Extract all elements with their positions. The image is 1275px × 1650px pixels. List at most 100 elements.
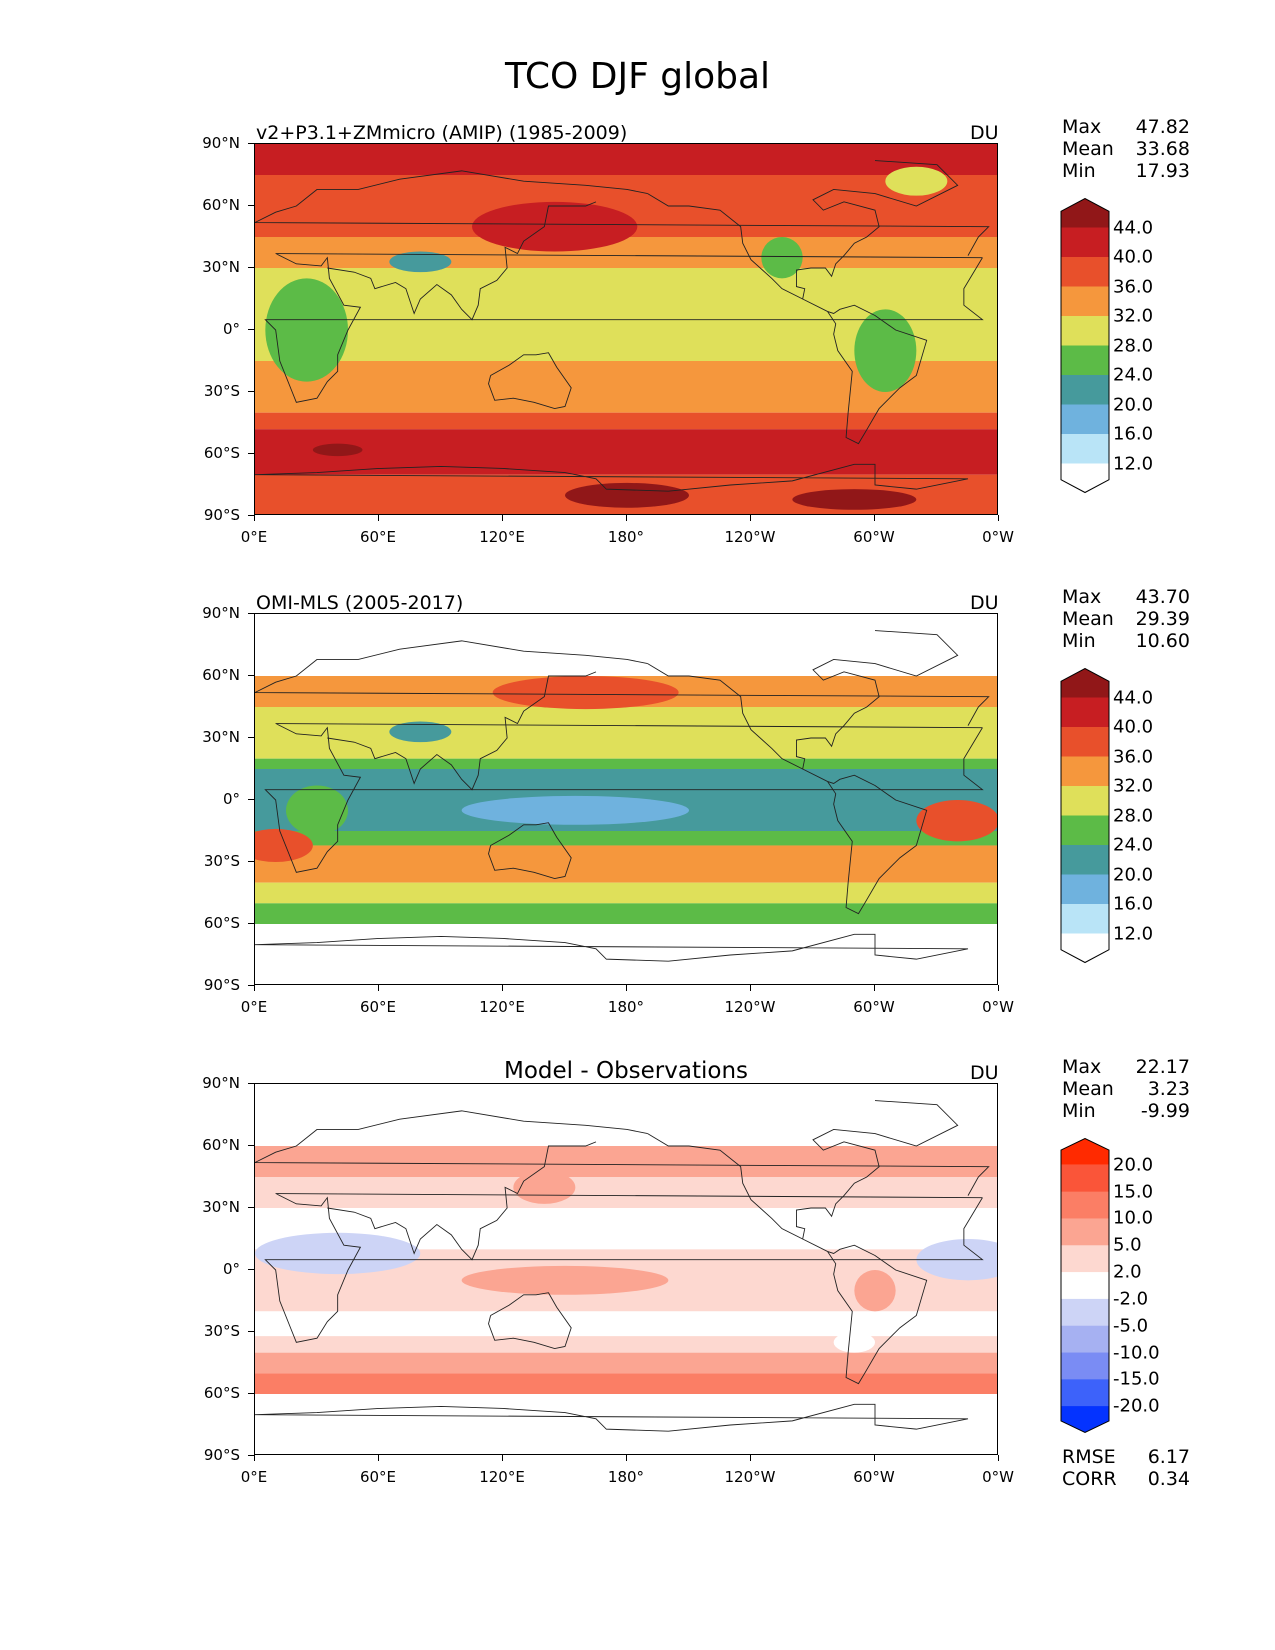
panel-title-left: OMI-MLS (2005-2017) (256, 592, 464, 614)
stat-value: 29.39 (1135, 608, 1190, 630)
coastline (327, 1141, 597, 1261)
y-tick-label: 0° (222, 320, 240, 338)
colorbar-segment (1061, 1379, 1109, 1407)
y-tick-label: 60°N (202, 196, 240, 214)
x-tick-mark (998, 1455, 999, 1461)
coastline (647, 663, 928, 915)
y-tick-mark (248, 391, 254, 392)
colorbar-segment (1061, 815, 1109, 846)
x-tick-label: 120°E (479, 1468, 525, 1486)
colorbar-tick-label: 28.0 (1113, 335, 1154, 356)
colorbar-segment (1061, 1298, 1109, 1327)
map-plot (254, 143, 998, 515)
x-tick-mark (874, 515, 875, 521)
coastline (255, 463, 969, 492)
field-anomaly (312, 443, 363, 457)
x-tick-mark (874, 985, 875, 991)
colorbar-segment (1061, 404, 1109, 435)
field-anomaly (854, 309, 917, 392)
x-tick-label: 180° (607, 528, 645, 546)
field-anomaly (255, 828, 313, 862)
colorbar-tick-label: 40.0 (1113, 246, 1154, 268)
coastline (255, 1403, 969, 1432)
y-tick-label: 30°S (203, 1322, 240, 1340)
coastline (327, 201, 597, 321)
field-band (255, 903, 997, 924)
y-tick-label: 0° (222, 790, 240, 808)
field-band (255, 1177, 997, 1208)
x-tick-label: 0°W (982, 998, 1014, 1016)
y-tick-mark (248, 329, 254, 330)
colorbar-tick-label: 28.0 (1113, 805, 1154, 826)
field-anomaly (461, 795, 689, 825)
map-plot (254, 1083, 998, 1455)
coastline (488, 352, 572, 409)
x-tick-label: 0°E (240, 1468, 268, 1486)
colorbar-tick-label: 20.0 (1113, 864, 1154, 885)
colorbar-segment (1061, 227, 1109, 258)
colorbar-svg (1060, 198, 1110, 494)
colorbar-tick-label: 32.0 (1113, 775, 1154, 797)
y-tick-mark (248, 1331, 254, 1332)
y-tick-mark (248, 1083, 254, 1084)
colorbar-outline (1060, 198, 1110, 494)
field-anomaly (792, 489, 917, 510)
field-band (255, 707, 997, 759)
field-band (255, 1373, 997, 1394)
colorbar-segment (1061, 1325, 1109, 1354)
x-tick-label: 60°W (853, 528, 895, 546)
y-tick-label: 90°S (203, 1446, 240, 1464)
colorbar-tick-label: -15.0 (1113, 1368, 1160, 1390)
x-tick-mark (502, 985, 503, 991)
coastline (255, 1110, 990, 1196)
x-tick-label: 60°E (359, 1468, 397, 1486)
x-tick-label: 0°W (982, 528, 1014, 546)
y-tick-mark (248, 737, 254, 738)
x-tick-mark (378, 515, 379, 521)
x-tick-label: 120°W (724, 998, 776, 1016)
y-tick-mark (248, 1393, 254, 1394)
field-band (255, 144, 997, 175)
field-band (255, 882, 997, 904)
y-tick-mark (248, 799, 254, 800)
field-band (255, 412, 997, 430)
map-plot (254, 613, 998, 985)
colorbar-tick-label: 24.0 (1113, 834, 1154, 856)
stat-value: 3.23 (1147, 1078, 1190, 1100)
colorbar-tick-label: 12.0 (1113, 453, 1154, 474)
coastline (255, 933, 969, 962)
x-tick-mark (626, 515, 627, 521)
colorbar-segment (1061, 286, 1109, 317)
field-anomaly (885, 166, 948, 196)
coastline (796, 630, 959, 770)
stat-value: 33.68 (1135, 138, 1190, 160)
colorbar-segment (1061, 933, 1109, 963)
colorbar-tick-label: -20.0 (1113, 1395, 1160, 1417)
colorbar-tick-label: 20.0 (1113, 1154, 1154, 1176)
colorbar-segment (1061, 1272, 1109, 1300)
y-tick-mark (248, 1455, 254, 1456)
y-tick-mark (248, 675, 254, 676)
x-tick-mark (750, 515, 751, 521)
x-tick-label: 60°W (853, 1468, 895, 1486)
colorbar-segment (1061, 1406, 1109, 1433)
field-anomaly (833, 1332, 875, 1353)
coastline (647, 193, 928, 445)
colorbar-tick-label: 5.0 (1113, 1234, 1142, 1256)
coastline (264, 1193, 984, 1343)
colorbar-tick-label: 15.0 (1113, 1181, 1154, 1203)
colorbar-tick-label: 44.0 (1113, 687, 1154, 708)
colorbar-segment (1061, 345, 1109, 376)
x-tick-label: 180° (607, 998, 645, 1016)
y-tick-mark (248, 923, 254, 924)
stat-value: 22.17 (1135, 1056, 1190, 1078)
stat-label: Min (1062, 1100, 1096, 1122)
colorbar-segment (1061, 786, 1109, 816)
colorbar-tick-label: 32.0 (1113, 305, 1154, 327)
coastline (264, 253, 984, 403)
colorbar-tick-label: 16.0 (1113, 893, 1154, 915)
x-tick-mark (502, 515, 503, 521)
y-tick-label: 60°S (203, 914, 240, 932)
panel-title-left: v2+P3.1+ZMmicro (AMIP) (1985-2009) (256, 122, 628, 144)
x-tick-label: 120°E (479, 998, 525, 1016)
